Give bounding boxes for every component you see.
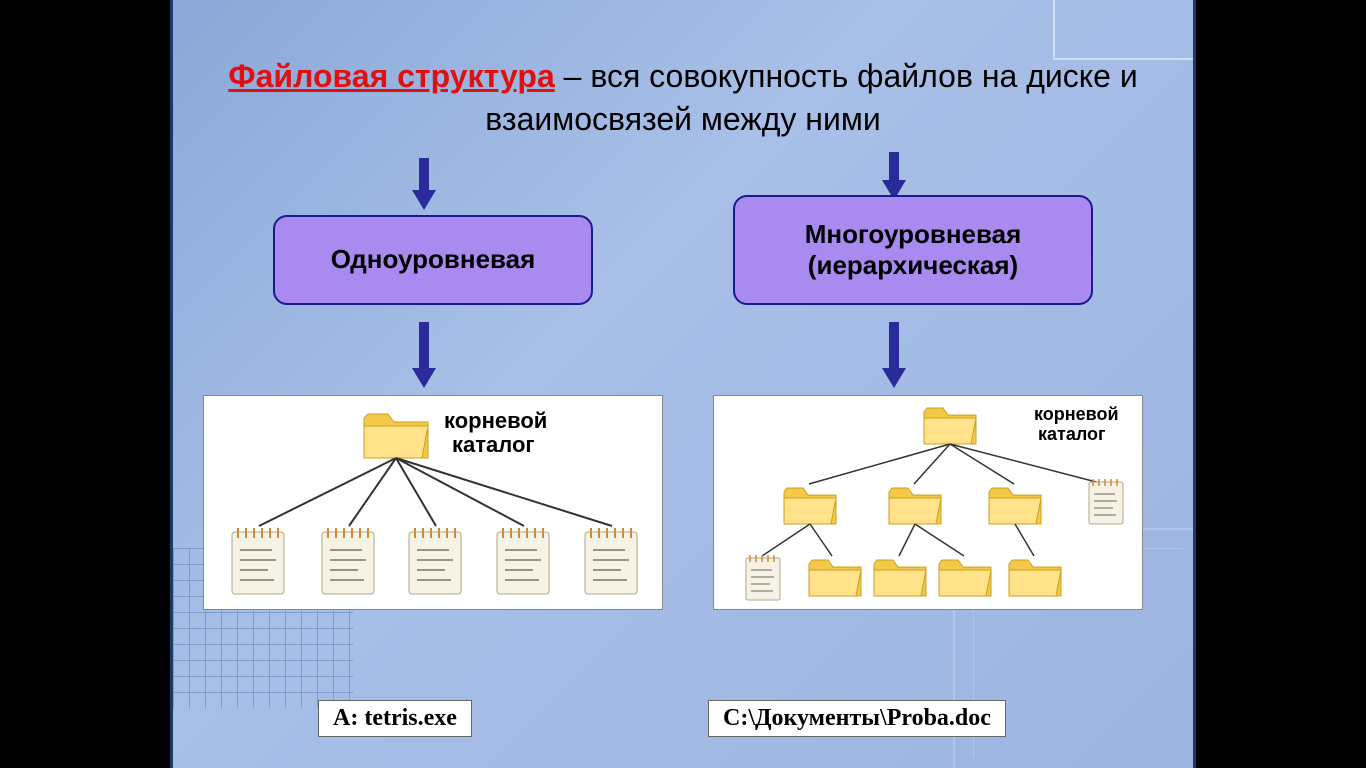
file-icon bbox=[585, 526, 637, 594]
illustration-tree: корневой каталог bbox=[713, 395, 1143, 610]
file-icon bbox=[1089, 479, 1123, 524]
slide: Файловая структура – вся совокупность фа… bbox=[170, 0, 1196, 768]
box-single-level: Одноуровневая bbox=[273, 215, 593, 305]
flat-root-label-line1: корневой bbox=[444, 408, 547, 433]
tree-root-label-line1: корневой bbox=[1034, 404, 1119, 424]
file-icon bbox=[746, 555, 780, 600]
decoration-top-right bbox=[1053, 0, 1193, 60]
folder-icon bbox=[784, 488, 836, 524]
folder-icon bbox=[989, 488, 1041, 524]
title-rest: – вся совокупность файлов на диске и вза… bbox=[485, 58, 1137, 137]
example-path-right-text: C:\Документы\Proba.doc bbox=[723, 705, 991, 731]
folder-icon bbox=[939, 560, 991, 596]
title-term: Файловая структура bbox=[228, 58, 554, 94]
slide-title: Файловая структура – вся совокупность фа… bbox=[203, 55, 1163, 141]
tree-root-label-line2: каталог bbox=[1038, 424, 1106, 444]
box-multi-level-label-2: (иерархическая) bbox=[808, 250, 1018, 281]
example-path-right: C:\Документы\Proba.doc bbox=[708, 700, 1006, 737]
box-multi-level: Многоуровневая (иерархическая) bbox=[733, 195, 1093, 305]
flat-root-label-line2: каталог bbox=[452, 432, 535, 457]
file-icon bbox=[322, 526, 374, 594]
file-icon bbox=[497, 526, 549, 594]
example-path-left-text: A: tetris.exe bbox=[333, 705, 457, 731]
box-multi-level-label-1: Многоуровневая bbox=[805, 219, 1022, 250]
illustration-flat: корневой каталог bbox=[203, 395, 663, 610]
folder-icon bbox=[809, 560, 861, 596]
example-path-left: A: tetris.exe bbox=[318, 700, 472, 737]
file-icon bbox=[232, 526, 284, 594]
folder-icon bbox=[874, 560, 926, 596]
folder-icon bbox=[889, 488, 941, 524]
box-single-level-label: Одноуровневая bbox=[331, 244, 536, 275]
file-icon bbox=[409, 526, 461, 594]
folder-icon bbox=[1009, 560, 1061, 596]
